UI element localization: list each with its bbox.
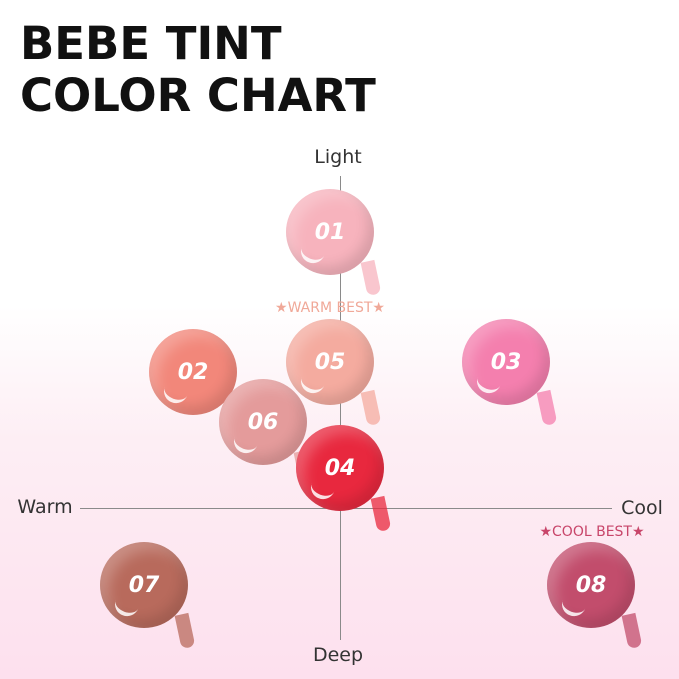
- swatch-label: 04: [324, 455, 356, 481]
- swatch-label: 06: [247, 409, 279, 435]
- swatch-05: 05: [286, 319, 374, 405]
- shine-highlight: [297, 371, 327, 397]
- warm-best-badge: ★WARM BEST★: [275, 300, 385, 316]
- title-line-2: COLOR CHART: [20, 69, 376, 122]
- swatch-label: 08: [575, 572, 607, 598]
- shine-highlight: [307, 477, 337, 503]
- swatch-08: 08: [547, 542, 635, 628]
- axis-label-light: Light: [314, 146, 362, 168]
- swatch-07: 07: [100, 542, 188, 628]
- shine-highlight: [297, 241, 327, 267]
- shine-highlight: [230, 431, 260, 457]
- swatch-label: 07: [128, 572, 160, 598]
- swatch-03: 03: [462, 319, 550, 405]
- axis-label-warm: Warm: [17, 496, 73, 518]
- page-title: BEBE TINT COLOR CHART: [20, 18, 376, 122]
- swatch-label: 01: [314, 219, 346, 245]
- swatch-04: 04: [296, 425, 384, 511]
- shine-highlight: [111, 594, 141, 620]
- swatch-02: 02: [149, 329, 237, 415]
- swatch-label: 03: [490, 349, 522, 375]
- swatch-06: 06: [219, 379, 307, 465]
- swatch-label: 05: [314, 349, 346, 375]
- title-line-1: BEBE TINT: [20, 17, 282, 70]
- swatch-01: 01: [286, 189, 374, 275]
- swatch-label: 02: [177, 359, 209, 385]
- shine-highlight: [473, 371, 503, 397]
- axis-label-deep: Deep: [312, 644, 364, 666]
- cool-best-badge: ★COOL BEST★: [539, 524, 645, 540]
- shine-highlight: [558, 594, 588, 620]
- axis-label-cool: Cool: [621, 497, 663, 519]
- vertical-axis: [340, 176, 341, 640]
- shine-highlight: [160, 381, 190, 407]
